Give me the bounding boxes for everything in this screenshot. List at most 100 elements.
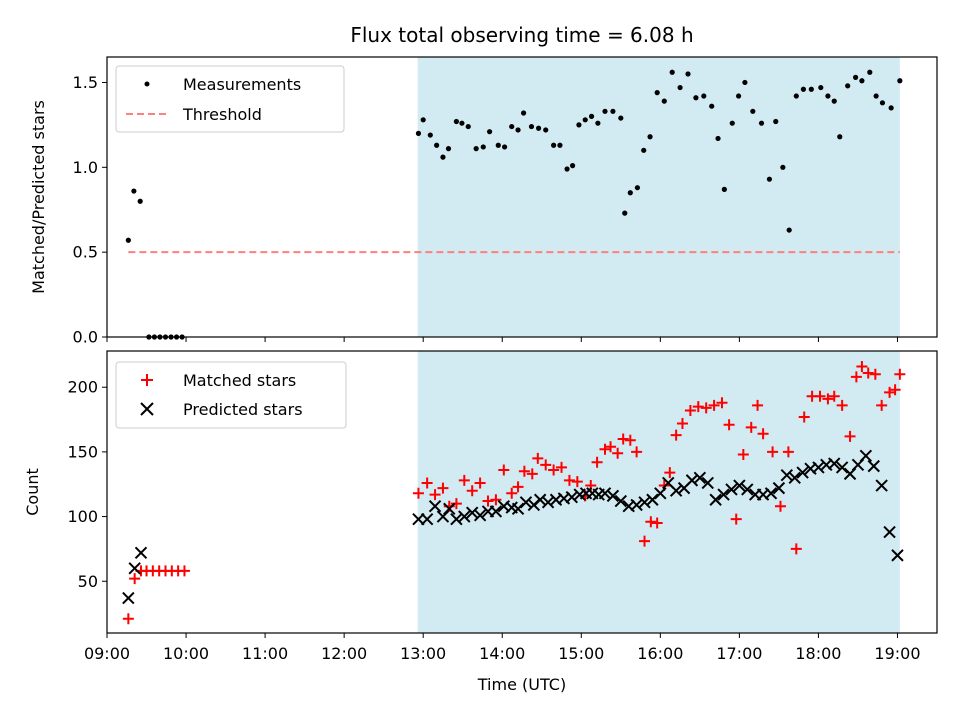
matched-star-point bbox=[757, 428, 769, 440]
matched-star-point bbox=[798, 411, 810, 423]
predicted-star-point bbox=[473, 509, 487, 522]
predicted-star-point bbox=[519, 496, 533, 509]
x-tick-label: 15:00 bbox=[558, 644, 604, 663]
x-tick-label: 19:00 bbox=[874, 644, 920, 663]
count-panel-frame bbox=[106, 350, 938, 634]
matched-star-point bbox=[692, 401, 704, 413]
matched-star-point bbox=[844, 430, 856, 442]
measurement-point bbox=[837, 134, 843, 140]
matched-star-point bbox=[631, 446, 643, 458]
count-y-ticks: 50 100 150 200 bbox=[67, 378, 107, 591]
predicted-star-point bbox=[436, 510, 450, 523]
predicted-star-point bbox=[614, 494, 628, 508]
measurement-point bbox=[582, 117, 588, 123]
measurement-point bbox=[888, 105, 894, 111]
predicted-star-point bbox=[134, 546, 148, 560]
predicted-star-point bbox=[701, 476, 714, 490]
x-tick-label: 14:00 bbox=[479, 644, 525, 663]
x-tick-label: 10:00 bbox=[163, 644, 209, 663]
measurement-point bbox=[420, 117, 426, 123]
ratio-legend: Measurements Threshold bbox=[115, 65, 345, 133]
matched-star-point bbox=[774, 500, 786, 512]
ratio-legend-box bbox=[115, 65, 345, 133]
x-tick-label: 13:00 bbox=[400, 644, 446, 663]
measurement-point bbox=[852, 74, 859, 80]
matched-star-point bbox=[458, 474, 470, 486]
matched-star-point bbox=[512, 481, 524, 493]
measurement-point bbox=[634, 185, 641, 191]
matched-star-point bbox=[518, 465, 530, 477]
matched-star-point bbox=[599, 443, 611, 455]
predicted-star-point bbox=[541, 496, 555, 509]
ratio-x-ticks bbox=[106, 337, 898, 342]
matched-star-point bbox=[548, 464, 560, 476]
matched-star-point bbox=[556, 461, 568, 473]
matched-star-point bbox=[708, 399, 720, 411]
matched-star-point bbox=[540, 459, 552, 471]
predicted-star-point bbox=[420, 512, 434, 526]
predicted-star-point bbox=[565, 490, 579, 504]
matched-star-point bbox=[684, 405, 696, 417]
measurement-point bbox=[685, 71, 691, 77]
measurement-point bbox=[515, 127, 521, 133]
predicted-star-point bbox=[725, 483, 738, 496]
measurement-point bbox=[800, 86, 807, 92]
matched-star-point bbox=[474, 477, 486, 489]
predicted-star-point bbox=[741, 483, 754, 496]
matched-star-point bbox=[651, 517, 663, 529]
measurement-point bbox=[588, 113, 595, 119]
matched-star-point bbox=[421, 477, 433, 489]
observing-window-shade bbox=[417, 57, 900, 337]
count-legend: Matched stars Predicted stars bbox=[115, 361, 347, 429]
measurement-point bbox=[465, 123, 471, 130]
matched-star-point bbox=[700, 402, 712, 414]
measurement-point bbox=[536, 125, 542, 131]
measurement-point bbox=[766, 176, 773, 182]
measurement-point bbox=[495, 142, 501, 148]
predicted-star-point bbox=[828, 457, 841, 470]
matched-star-point bbox=[869, 368, 881, 380]
matched-star-point bbox=[730, 513, 742, 525]
predicted-legend-marker bbox=[140, 402, 154, 416]
measurement-point bbox=[473, 146, 479, 152]
count-y-axis-label: Count bbox=[23, 468, 42, 516]
x-axis-label: Time (UTC) bbox=[477, 675, 566, 694]
measurement-point bbox=[445, 146, 452, 152]
predicted-star-point bbox=[796, 466, 809, 479]
measurement-point bbox=[786, 227, 792, 233]
measurement-point bbox=[647, 134, 653, 140]
measurement-point bbox=[569, 163, 576, 169]
measurement-point bbox=[721, 186, 727, 192]
measurement-point bbox=[654, 90, 660, 96]
matched-star-point bbox=[828, 390, 840, 402]
matched-legend-label: Matched stars bbox=[183, 371, 296, 390]
measurement-point bbox=[453, 118, 459, 125]
matched-star-point bbox=[737, 448, 749, 460]
measurement-point bbox=[543, 127, 549, 133]
matched-star-point bbox=[850, 371, 862, 383]
measurement-point bbox=[780, 164, 786, 170]
measurement-point bbox=[859, 78, 865, 84]
matched-star-point bbox=[862, 367, 874, 379]
predicted-star-point bbox=[835, 461, 849, 474]
predicted-legend-label: Predicted stars bbox=[183, 400, 303, 419]
measurement-point bbox=[480, 144, 486, 150]
measurement-point bbox=[434, 142, 440, 148]
predicted-star-point bbox=[891, 549, 904, 562]
matched-star-point bbox=[612, 447, 624, 459]
matched-star-point bbox=[129, 573, 141, 585]
matched-star-point bbox=[814, 390, 826, 402]
measurement-point bbox=[641, 147, 647, 153]
measurement-point bbox=[831, 98, 837, 104]
matched-star-point bbox=[605, 441, 617, 453]
measurement-point bbox=[415, 130, 422, 136]
measurement-point bbox=[131, 188, 137, 194]
measurement-point bbox=[509, 123, 515, 130]
matched-star-point bbox=[716, 397, 728, 409]
matched-star-point bbox=[526, 468, 538, 480]
predicted-star-point bbox=[428, 500, 442, 513]
matched-star-point bbox=[745, 421, 757, 433]
matched-star-point bbox=[437, 482, 449, 494]
measurement-point bbox=[693, 95, 699, 101]
predicted-star-point bbox=[443, 502, 456, 516]
